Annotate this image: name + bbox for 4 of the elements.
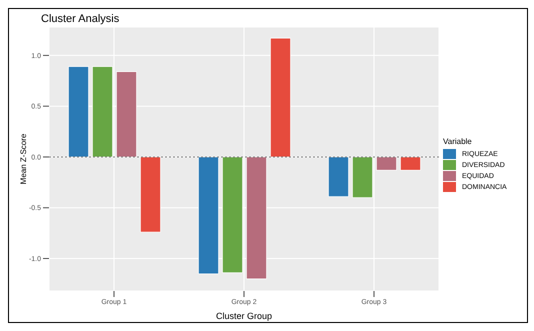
x-axis-title: Cluster Group (216, 311, 272, 321)
y-axis-title: Mean Z-Score (18, 133, 28, 184)
legend-title: Variable (443, 137, 473, 146)
chart-title: Cluster Analysis (41, 13, 120, 25)
